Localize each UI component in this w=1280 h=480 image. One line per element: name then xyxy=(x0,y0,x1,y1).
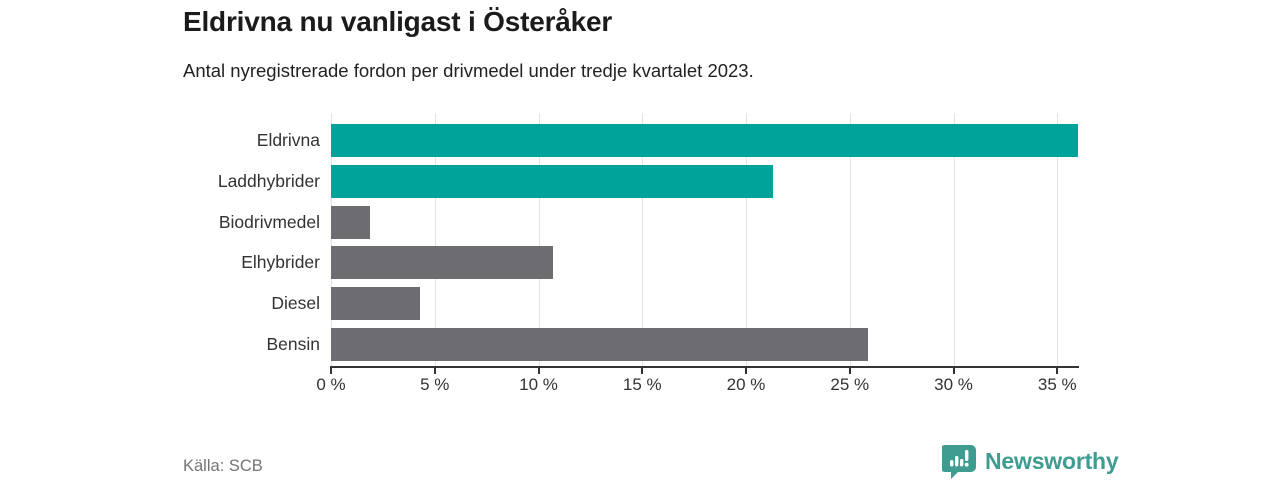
gridline xyxy=(746,113,747,366)
chart-subtitle: Antal nyregistrerade fordon per drivmede… xyxy=(183,60,754,81)
x-axis-tick xyxy=(641,368,644,374)
x-axis-tick xyxy=(952,368,955,374)
bar xyxy=(331,328,869,361)
gridline xyxy=(538,113,540,366)
category-label: Laddhybrider xyxy=(217,170,320,191)
x-axis-tick xyxy=(537,368,540,374)
x-axis-tick xyxy=(745,368,747,374)
x-axis-tick-label: 20 % xyxy=(726,375,766,394)
bar xyxy=(331,287,421,321)
x-axis-tick-label: 30 % xyxy=(934,375,973,394)
newsworthy-logo-text: Newsworthy xyxy=(985,448,1119,474)
x-axis-tick-label: 15 % xyxy=(622,375,662,394)
bar xyxy=(331,164,773,198)
gridline xyxy=(1057,113,1059,366)
newsworthy-brand: Newsworthy xyxy=(942,444,1119,479)
gridline xyxy=(434,113,436,366)
bar xyxy=(331,205,371,239)
chart-title: Eldrivna nu vanligast i Österåker xyxy=(183,6,613,37)
x-axis-line xyxy=(330,366,1079,368)
newsworthy-logo-icon xyxy=(942,445,976,479)
x-axis-tick-label: 0 % xyxy=(316,375,346,394)
x-axis-tick-label: 25 % xyxy=(830,375,870,394)
gridline xyxy=(953,113,955,366)
gridline xyxy=(642,113,644,366)
bar xyxy=(331,246,554,280)
x-axis-tick xyxy=(1056,368,1059,374)
x-axis-tick-label: 10 % xyxy=(519,375,558,394)
category-label: Elhybrider xyxy=(241,252,320,273)
x-axis-tick xyxy=(330,368,332,374)
x-axis-tick xyxy=(848,368,851,374)
bar xyxy=(331,124,1078,157)
category-label: Diesel xyxy=(271,293,320,314)
x-axis-tick-label: 5 % xyxy=(420,375,450,394)
category-label: Biodrivmedel xyxy=(218,211,320,232)
gridline xyxy=(331,113,332,366)
bar-chart-plot: Eldrivna Laddhybrider Biodrivmedel Elhybrid… xyxy=(217,113,1079,394)
gridline xyxy=(849,113,851,366)
x-axis-tick-label: 35 % xyxy=(1037,375,1077,394)
x-axis-tick xyxy=(433,368,436,374)
source-note: Källa: SCB xyxy=(183,457,263,475)
category-label: Bensin xyxy=(266,334,320,354)
category-label: Eldrivna xyxy=(256,130,320,150)
